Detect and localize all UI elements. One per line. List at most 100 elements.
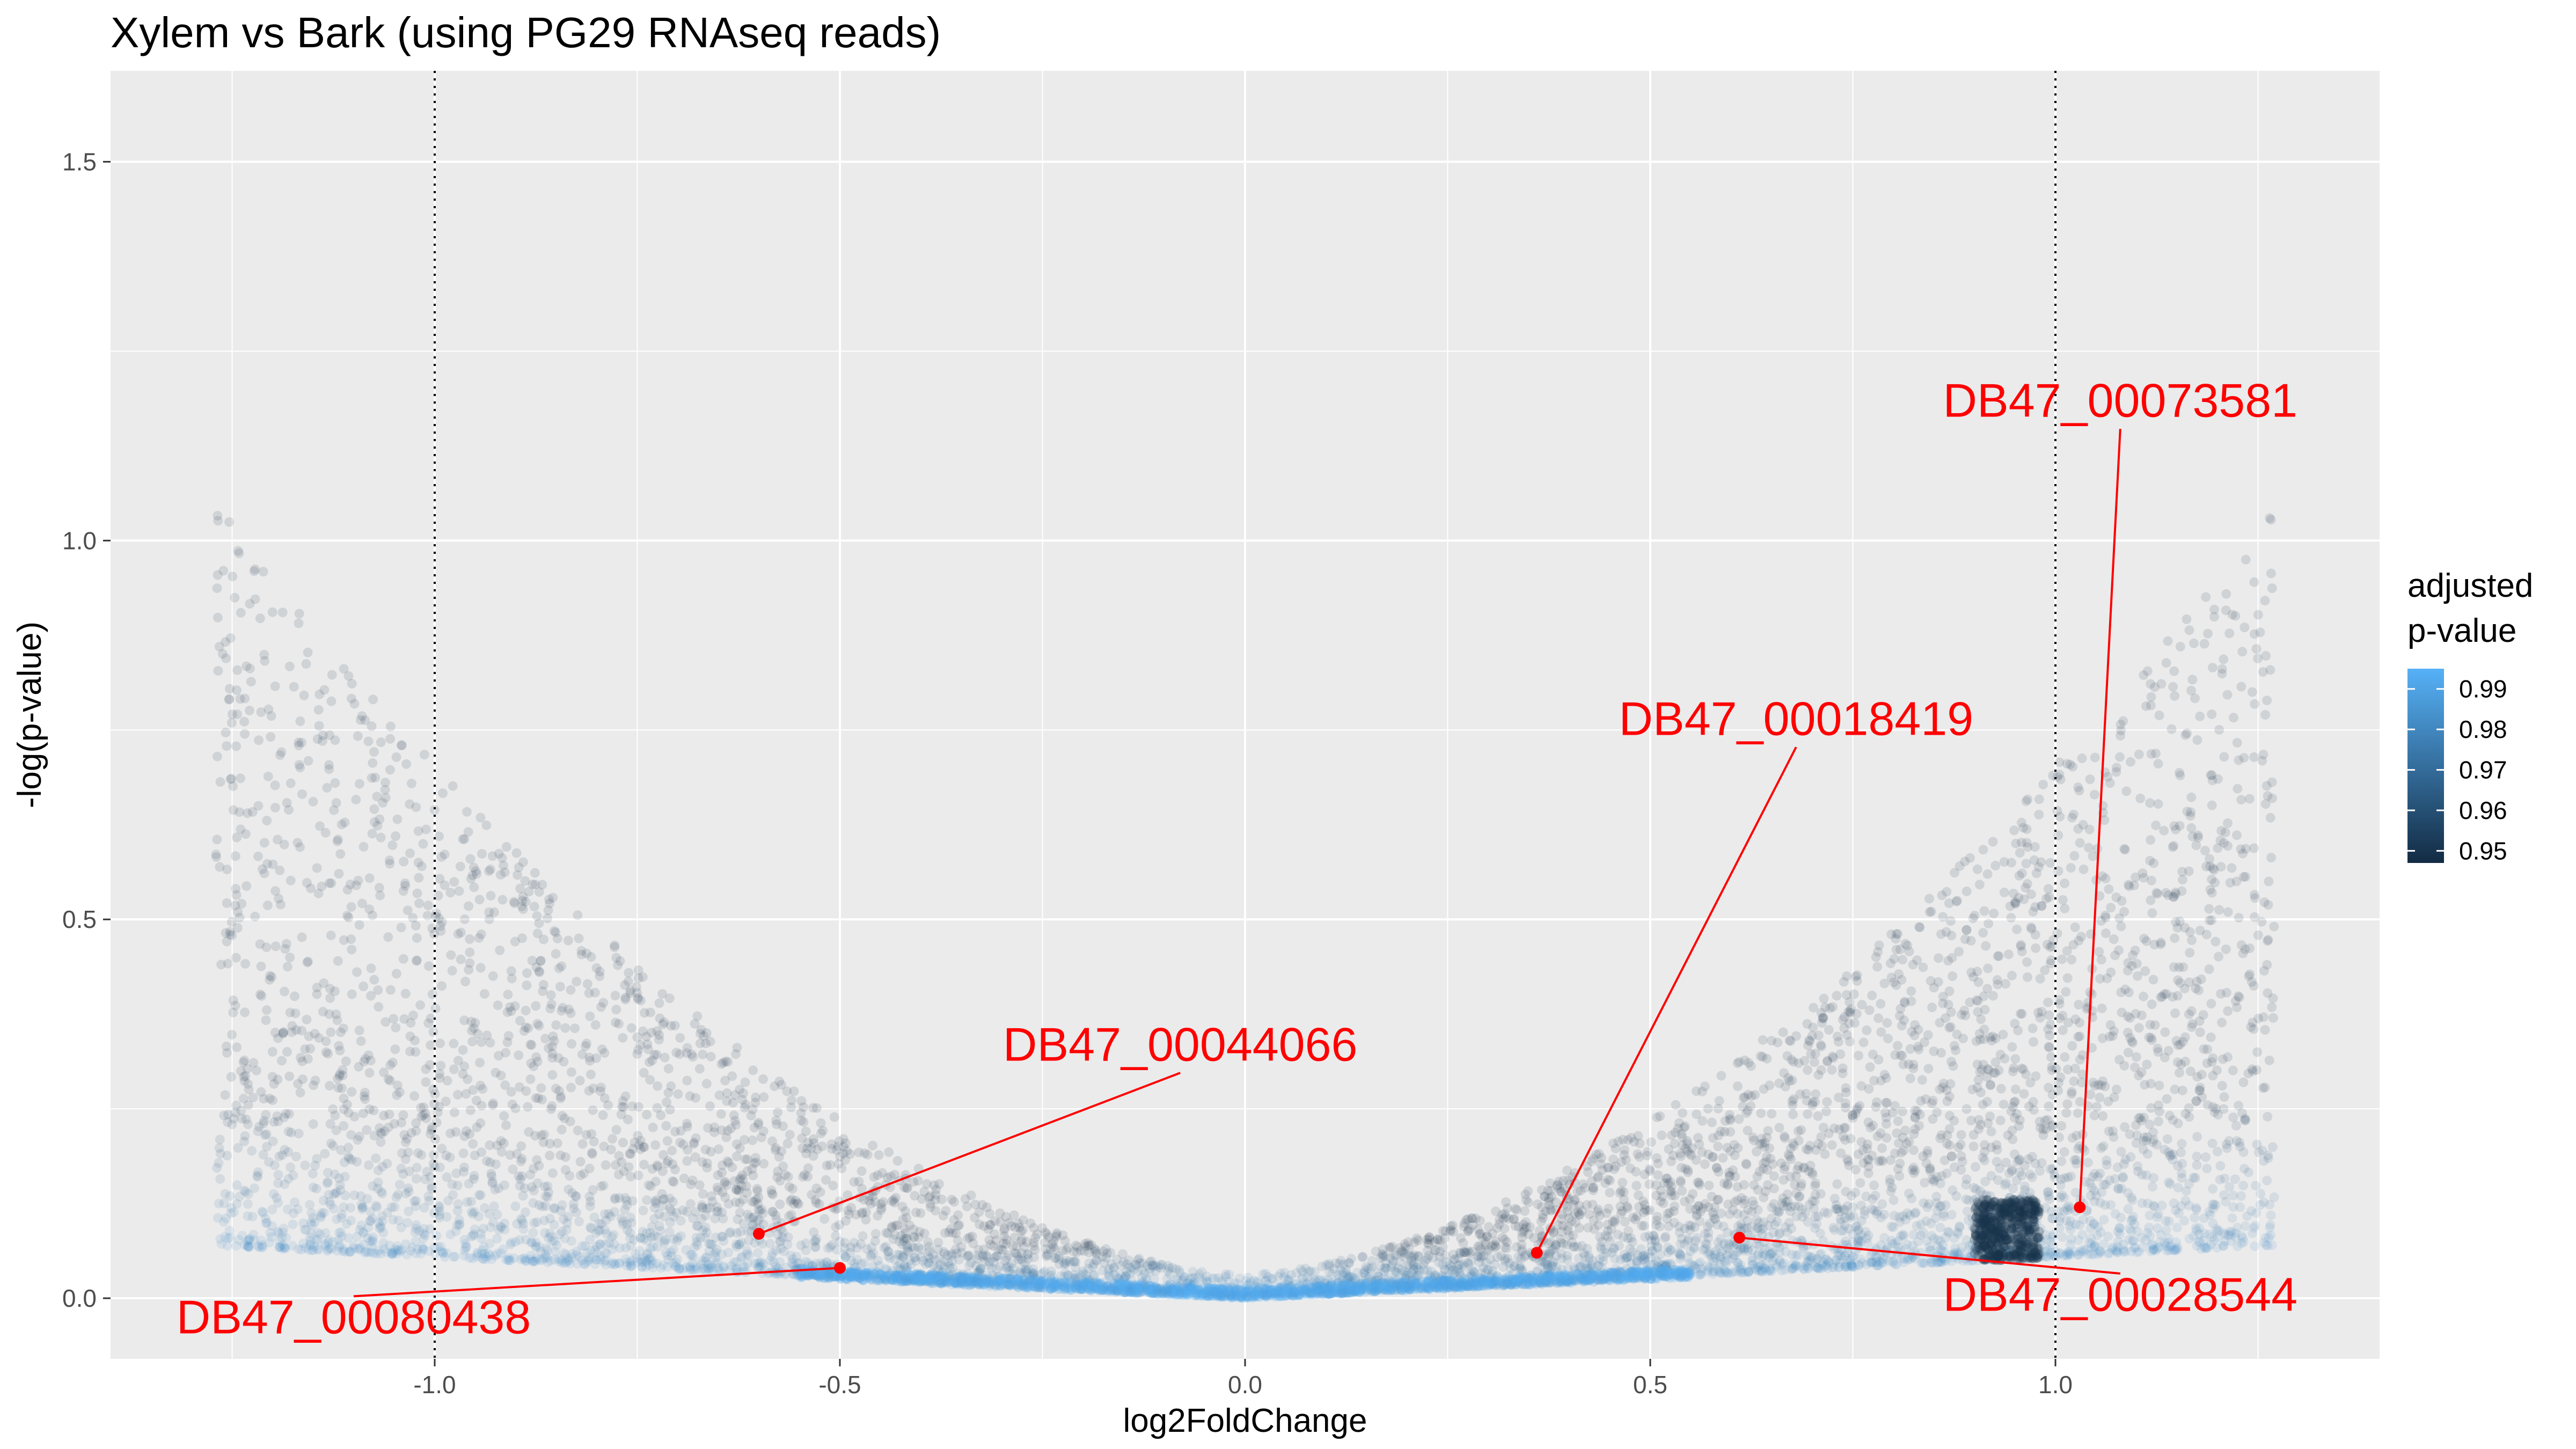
data-point [756,1132,766,1143]
data-point [2131,872,2141,882]
data-point [560,1023,570,1033]
data-point [1940,1155,1950,1166]
data-point [980,1279,991,1289]
data-point [727,1071,737,1081]
data-point [2256,1189,2266,1199]
data-point [1680,1196,1690,1206]
data-point [467,1026,477,1036]
data-point [1439,1264,1450,1275]
data-point [356,1191,366,1201]
data-point [1835,1049,1846,1059]
data-point [2202,1044,2213,1055]
data-point [2240,623,2250,633]
data-point [536,956,546,966]
data-point [603,1100,613,1110]
data-point [2116,730,2125,741]
data-point [1582,1243,1592,1254]
data-point [401,759,412,769]
data-point [2097,1033,2107,1043]
data-point [1886,1235,1897,1246]
data-point [1562,1207,1572,1217]
data-point [259,838,269,848]
data-point [934,1179,944,1189]
data-point [343,671,354,681]
data-point [816,1128,826,1138]
data-point [224,517,235,527]
data-point [2221,589,2231,599]
data-point [2250,1241,2260,1252]
data-point [999,1231,1009,1241]
data-point [1644,1164,1655,1174]
data-point [406,778,416,788]
data-point [468,1231,478,1241]
data-point [1725,1115,1735,1125]
data-point [784,1182,794,1192]
data-point [1943,1226,1953,1236]
data-point [440,1252,450,1262]
data-point [1890,1101,1900,1111]
data-point [2024,1101,2034,1111]
data-point [2260,1232,2271,1242]
data-point [512,1219,522,1229]
data-point [901,1206,911,1217]
data-point [2250,699,2260,709]
data-point [2010,898,2020,908]
data-point [300,1044,310,1054]
data-point [2262,696,2272,706]
data-point [2200,845,2210,855]
data-point [1840,1135,1850,1145]
data-point [1691,1086,1701,1096]
data-point [322,782,332,793]
data-point [2067,955,2076,965]
data-point [1979,1034,1989,1044]
data-point [1865,1123,1876,1132]
data-point [615,1243,625,1253]
data-point [1907,1194,1916,1204]
data-point [390,1044,400,1055]
data-point [1503,1279,1513,1289]
data-point [750,1258,760,1269]
data-point [2189,1173,2199,1183]
data-point [1814,1250,1825,1260]
data-point [232,665,243,675]
data-point [325,730,335,740]
data-point [229,1207,239,1217]
data-point [2029,1226,2039,1236]
data-point [1900,1244,1911,1254]
data-point [284,1071,295,1081]
data-point [2170,1084,2180,1094]
data-point [1760,1187,1770,1196]
data-point [528,1198,538,1208]
data-point [2226,1230,2236,1240]
data-point [1935,1223,1945,1233]
data-point [2072,1130,2082,1140]
data-point [550,1255,560,1265]
data-point [1613,1269,1623,1279]
data-point [1589,1216,1599,1226]
data-point [831,1222,841,1232]
data-point [2147,999,2157,1009]
data-point [2192,735,2202,745]
data-point [1092,1248,1102,1258]
data-point [452,1220,462,1230]
data-point [400,881,411,891]
data-point [1655,1111,1665,1121]
data-point [2102,1160,2112,1170]
data-point [1365,1284,1375,1294]
data-point [1853,1149,1863,1159]
data-point [2079,864,2089,874]
data-point [1962,1104,1972,1114]
data-point [2266,568,2276,579]
data-point [1409,1238,1419,1248]
data-point [732,1043,742,1053]
data-point [2102,1155,2112,1166]
data-point [1808,1022,1818,1033]
data-point [1779,1165,1789,1175]
data-point [327,670,337,680]
data-point [275,1242,285,1253]
data-point [2109,1092,2119,1102]
data-point [831,1231,841,1241]
data-point [1395,1243,1405,1253]
data-point [1064,1282,1074,1292]
data-point [355,1245,365,1255]
